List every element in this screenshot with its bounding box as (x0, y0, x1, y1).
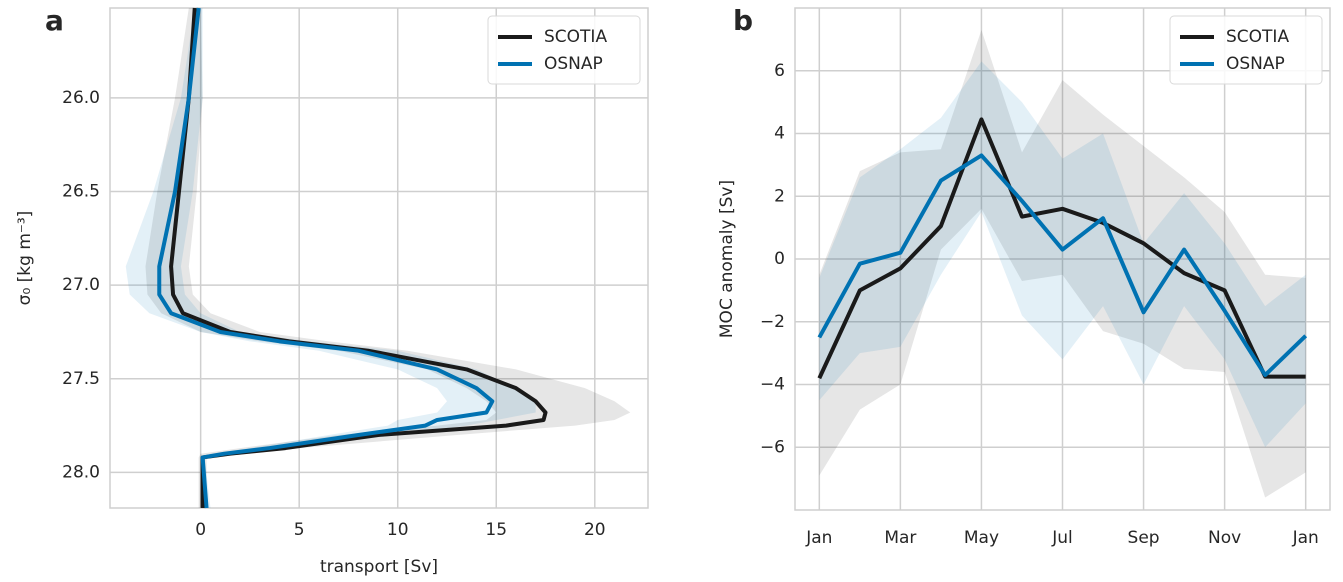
panel-label: a (45, 4, 64, 37)
x-tick-label: Jan (1292, 528, 1319, 548)
x-tick-label: Nov (1208, 528, 1241, 548)
data-line (157, 7, 495, 509)
y-tick-label: −4 (760, 375, 785, 395)
x-tick-label: 20 (584, 520, 606, 540)
x-tick-label: 15 (485, 520, 507, 540)
y-tick-label: 2 (774, 186, 785, 206)
x-tick-label: Jan (805, 528, 832, 548)
plot-frame (794, 7, 1331, 511)
plot-frame (109, 7, 649, 509)
y-tick-label: 26.5 (62, 182, 100, 202)
legend-label: OSNAP (544, 54, 603, 74)
x-tick-label: 10 (387, 520, 409, 540)
y-tick-label: 26.0 (62, 88, 100, 108)
y-axis-label: MOC anomaly [Sv] (717, 180, 737, 338)
y-tick-label: 28.0 (62, 462, 100, 482)
legend-box (487, 15, 641, 85)
legend-label: SCOTIA (544, 27, 607, 47)
legend-label: OSNAP (1226, 54, 1285, 74)
y-axis-label: σ₀ [kg m⁻³] (15, 211, 35, 306)
x-tick-label: May (964, 528, 999, 548)
legend-box (1169, 15, 1323, 85)
y-tick-label: 6 (774, 61, 785, 81)
uncertainty-band (125, 8, 536, 508)
x-tick-label: Jul (1051, 528, 1073, 548)
uncertainty-band (819, 61, 1306, 448)
y-tick-label: −2 (760, 312, 785, 332)
x-axis-label: transport [Sv] (320, 557, 438, 577)
y-tick-label: 4 (774, 124, 785, 144)
x-tick-label: Mar (884, 528, 916, 548)
uncertainty-band (819, 29, 1306, 498)
x-tick-label: Sep (1128, 528, 1160, 548)
data-line (817, 153, 1308, 378)
y-tick-label: 27.5 (62, 369, 100, 389)
y-tick-label: 27.0 (62, 275, 100, 295)
y-tick-label: −6 (760, 437, 785, 457)
data-line (169, 7, 548, 508)
legend-label: SCOTIA (1226, 27, 1289, 47)
y-tick-label: 0 (774, 249, 785, 269)
uncertainty-band (145, 8, 631, 508)
data-line (817, 117, 1306, 380)
panel-label: b (733, 4, 753, 37)
x-tick-label: 5 (294, 520, 305, 540)
x-tick-label: 0 (195, 520, 206, 540)
